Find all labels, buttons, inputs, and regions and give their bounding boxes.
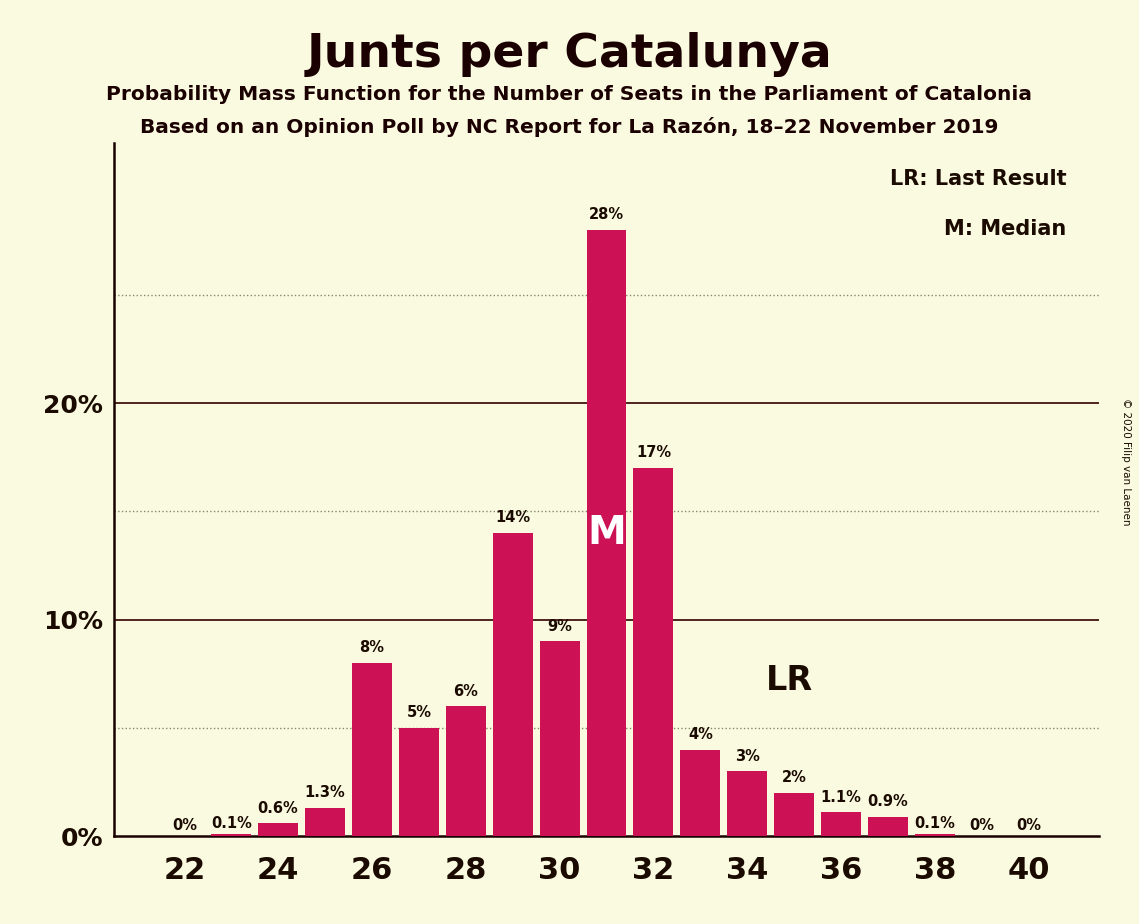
Text: 28%: 28%	[589, 207, 624, 223]
Bar	[540, 641, 580, 836]
Bar	[352, 663, 392, 836]
Text: 1.1%: 1.1%	[821, 790, 861, 805]
Text: Based on an Opinion Poll by NC Report for La Razón, 18–22 November 2019: Based on an Opinion Poll by NC Report fo…	[140, 117, 999, 138]
Text: 2%: 2%	[781, 771, 806, 785]
Text: Probability Mass Function for the Number of Seats in the Parliament of Catalonia: Probability Mass Function for the Number…	[107, 85, 1032, 104]
Text: LR: Last Result: LR: Last Result	[890, 169, 1066, 189]
Bar	[445, 706, 485, 836]
Bar	[728, 772, 768, 836]
Text: Junts per Catalunya: Junts per Catalunya	[306, 32, 833, 78]
Text: 14%: 14%	[495, 510, 531, 526]
Bar	[775, 793, 814, 836]
Text: 0.1%: 0.1%	[211, 816, 252, 831]
Text: M: M	[587, 514, 626, 552]
Text: 6%: 6%	[453, 684, 478, 699]
Bar	[915, 834, 954, 836]
Text: M: Median: M: Median	[944, 219, 1066, 239]
Bar	[399, 728, 439, 836]
Bar	[680, 749, 720, 836]
Text: 5%: 5%	[407, 705, 432, 721]
Text: 0%: 0%	[172, 818, 197, 833]
Bar	[868, 817, 908, 836]
Text: 0%: 0%	[969, 818, 994, 833]
Text: 0%: 0%	[1016, 818, 1041, 833]
Bar	[259, 823, 298, 836]
Text: 1.3%: 1.3%	[304, 785, 345, 800]
Bar	[587, 230, 626, 836]
Text: 0.6%: 0.6%	[257, 801, 298, 816]
Text: 0.9%: 0.9%	[868, 794, 909, 809]
Text: 17%: 17%	[636, 445, 671, 460]
Bar	[493, 533, 533, 836]
Text: 9%: 9%	[547, 619, 572, 634]
Bar	[305, 808, 345, 836]
Text: 8%: 8%	[360, 640, 385, 655]
Bar	[211, 834, 251, 836]
Bar	[633, 468, 673, 836]
Text: 0.1%: 0.1%	[915, 816, 956, 831]
Text: © 2020 Filip van Laenen: © 2020 Filip van Laenen	[1121, 398, 1131, 526]
Text: 3%: 3%	[735, 748, 760, 763]
Text: LR: LR	[767, 663, 813, 697]
Text: 4%: 4%	[688, 727, 713, 742]
Bar	[821, 812, 861, 836]
